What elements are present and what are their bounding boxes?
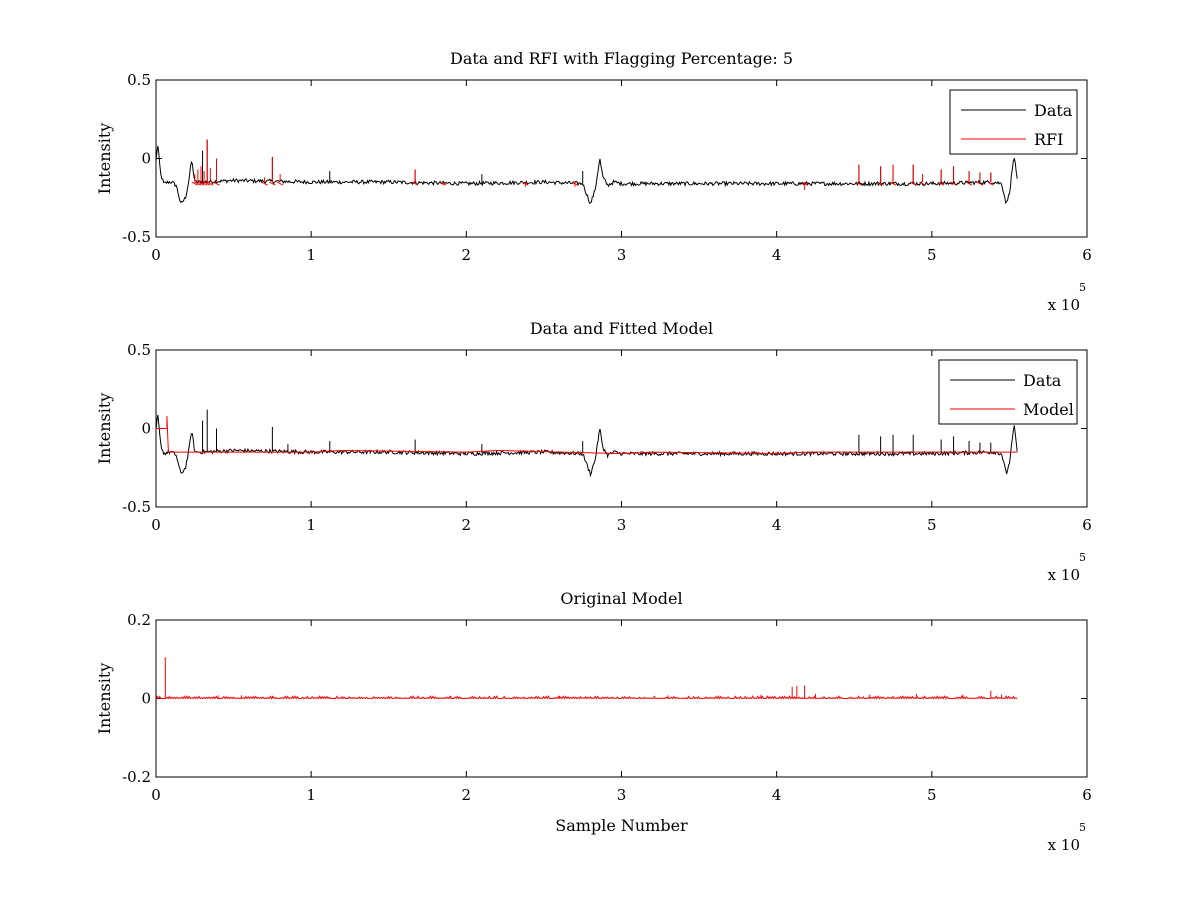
y-axis-label: Intensity xyxy=(95,123,114,195)
x-tick-label: 5 xyxy=(927,246,937,264)
x-multiplier-exponent: 5 xyxy=(1079,551,1086,564)
rfi-burst xyxy=(191,181,199,186)
x-multiplier: x 10 xyxy=(1048,296,1080,314)
model-line xyxy=(156,415,1018,455)
rfi-burst xyxy=(976,181,984,186)
rfi-burst xyxy=(269,181,276,186)
y-tick-label: -0.5 xyxy=(122,228,151,246)
rfi-burst xyxy=(889,181,897,186)
rfi-burst xyxy=(261,181,268,186)
rfi-burst xyxy=(909,181,917,186)
chart-title: Original Model xyxy=(560,589,682,608)
y-axis-label: Intensity xyxy=(95,663,114,735)
rfi-burst xyxy=(194,181,202,186)
y-tick-label: 0 xyxy=(141,420,151,438)
rfi-burst xyxy=(965,181,973,186)
x-tick-label: 0 xyxy=(151,786,161,804)
rfi-burst xyxy=(411,181,419,186)
x-tick-label: 1 xyxy=(306,516,316,534)
x-tick-label: 4 xyxy=(772,786,782,804)
legend-box xyxy=(938,359,1078,425)
rfi-burst xyxy=(877,181,884,186)
legend-label: Data xyxy=(1023,371,1062,390)
x-multiplier-exponent: 5 xyxy=(1079,281,1086,294)
x-tick-label: 2 xyxy=(462,246,472,264)
x-tick-label: 5 xyxy=(927,786,937,804)
y-tick-label: -0.2 xyxy=(122,768,151,786)
rfi-burst xyxy=(203,181,211,186)
x-tick-label: 0 xyxy=(151,246,161,264)
legend-box xyxy=(949,89,1078,155)
legend-label: RFI xyxy=(1034,130,1063,149)
x-tick-label: 1 xyxy=(306,786,316,804)
x-axis-label: Sample Number xyxy=(555,816,688,835)
x-tick-label: 2 xyxy=(462,516,472,534)
x-tick-label: 0 xyxy=(151,516,161,534)
plot-lines xyxy=(156,139,1018,205)
y-axis-label: Intensity xyxy=(95,393,114,465)
plot-lines xyxy=(156,409,1018,478)
x-tick-label: 6 xyxy=(1082,786,1092,804)
plot-lines xyxy=(156,657,1018,700)
model-trace xyxy=(156,695,1018,700)
series-model xyxy=(156,415,1018,455)
legend-label: Model xyxy=(1023,400,1074,419)
legend-label: Data xyxy=(1034,101,1073,120)
x-tick-label: 4 xyxy=(772,246,782,264)
y-tick-label: 0.5 xyxy=(127,341,151,359)
rfi-burst xyxy=(213,181,220,186)
legend: Data RFI xyxy=(949,89,1078,155)
series-model xyxy=(156,657,1018,700)
rfi-burst xyxy=(950,181,957,186)
rfi-burst xyxy=(937,181,945,186)
rfi-burst xyxy=(919,181,926,186)
series-rfi xyxy=(191,139,995,190)
y-tick-label: 0.5 xyxy=(127,71,151,89)
x-tick-label: 3 xyxy=(617,516,627,534)
x-tick-label: 4 xyxy=(772,516,782,534)
rfi-burst xyxy=(197,181,205,186)
x-multiplier-exponent: 5 xyxy=(1079,821,1086,834)
plot-area xyxy=(155,349,1088,508)
rfi-burst xyxy=(855,181,863,186)
y-tick-label: 0.2 xyxy=(127,611,151,629)
y-tick-label: 0 xyxy=(141,690,151,708)
rfi-burst xyxy=(207,181,214,186)
x-tick-label: 3 xyxy=(617,246,627,264)
rfi-burst xyxy=(987,181,995,186)
x-tick-label: 6 xyxy=(1082,516,1092,534)
x-tick-label: 2 xyxy=(462,786,472,804)
y-tick-label: 0 xyxy=(141,150,151,168)
x-tick-label: 5 xyxy=(927,516,937,534)
x-tick-label: 1 xyxy=(306,246,316,264)
plot-area xyxy=(155,79,1088,238)
x-multiplier: x 10 xyxy=(1048,566,1080,584)
y-tick-label: -0.5 xyxy=(122,498,151,516)
x-tick-label: 3 xyxy=(617,786,627,804)
chart-title: Data and RFI with Flagging Percentage: 5 xyxy=(450,49,793,68)
rfi-burst xyxy=(276,181,284,186)
series-line xyxy=(156,145,1018,205)
x-multiplier: x 10 xyxy=(1048,836,1080,854)
rfi-burst xyxy=(200,181,208,186)
legend: Data Model xyxy=(938,359,1078,425)
x-tick-label: 6 xyxy=(1082,246,1092,264)
chart-title: Data and Fitted Model xyxy=(530,319,713,338)
